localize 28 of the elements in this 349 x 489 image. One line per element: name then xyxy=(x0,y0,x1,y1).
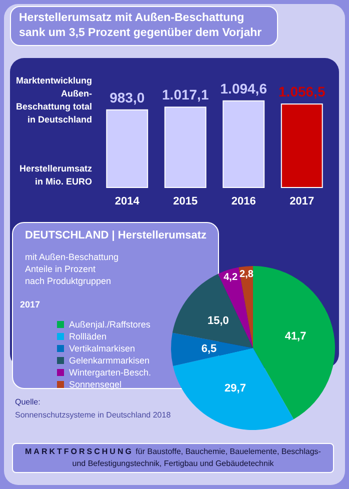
legend-label: Gelenkarmmarkisen xyxy=(69,356,150,366)
text: 2017 xyxy=(20,300,40,310)
data-label: 41,7 xyxy=(284,330,306,343)
text: Herstellerumsatz in Mio. EURO xyxy=(19,164,92,186)
legend-label: Wintergarten-Besch. xyxy=(69,368,152,378)
source-note: Quelle: xyxy=(15,398,40,406)
x-tick-label: 2015 xyxy=(173,196,198,208)
data-label: 15,0 xyxy=(208,315,229,328)
data-label: 983,0 xyxy=(110,89,145,106)
x-tick-label: 2016 xyxy=(231,196,256,208)
data-label: 29,7 xyxy=(224,382,246,394)
data-label: 1.094,6 xyxy=(220,80,268,96)
text: Sonnenschutzsysteme in Deutschland 2018 xyxy=(15,410,172,420)
legend-label: Außenjal./Raffstores xyxy=(69,320,151,330)
text: mit Außen-Beschattung Anteile in Prozent nach Produktgruppen xyxy=(25,252,119,286)
text: MARKTFORSCHUNG für Baustoffe, Bauchemie, Bauelemente, Beschlags- und Befestigungstechnik, Fertigbau und Gebäudetechnik xyxy=(12,443,334,473)
legend-label: Rollläden xyxy=(69,332,107,342)
data-label: 1.056,5 xyxy=(278,83,326,100)
legend-label: Vertikalmarkisen xyxy=(69,344,136,354)
text: Marktentwicklung Außen- Beschattung total in Deutschland xyxy=(16,76,92,124)
legend-label: Sonnensegel xyxy=(69,380,122,390)
data-label: 1.017,1 xyxy=(162,86,209,103)
text: DEUTSCHLAND | Herstellerumsatz xyxy=(25,230,208,242)
chart-title: Herstellerumsatz mit Außen-Beschattung sank um 3,5 Prozent gegenüber dem Vorjahr xyxy=(10,6,278,46)
data-label: 6,5 xyxy=(201,342,217,355)
data-label: 4,2 xyxy=(224,272,238,283)
x-tick-label: 2014 xyxy=(114,196,140,208)
x-tick-label: 2017 xyxy=(290,196,314,208)
